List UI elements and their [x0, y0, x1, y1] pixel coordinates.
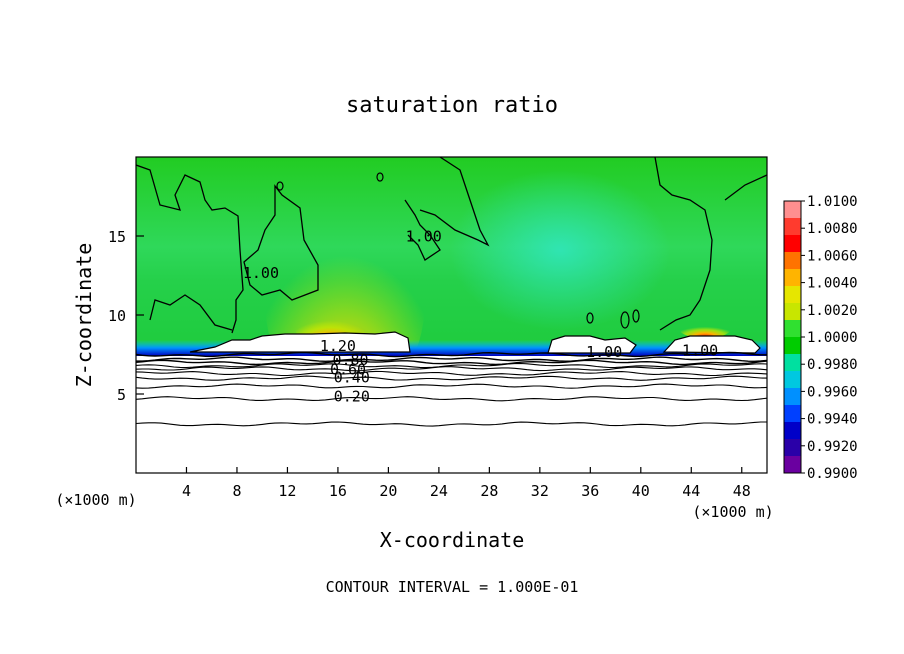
- colorbar-label: 1.0020: [807, 303, 858, 319]
- y-tick-label: 5: [117, 386, 126, 404]
- y-tick-label: 15: [108, 228, 126, 246]
- y-axis-label: Z-coordinate: [72, 243, 96, 388]
- x-tick-label: 40: [632, 482, 650, 500]
- contour-label: 0.20: [334, 387, 370, 405]
- contour-small-5: [632, 309, 640, 323]
- contour-line-5: [419, 157, 490, 247]
- x-axis-label: X-coordinate: [380, 528, 525, 552]
- contour-label: 0.60: [330, 360, 366, 378]
- colorbar-segment: [784, 388, 801, 406]
- contour-line-7: [724, 174, 767, 201]
- contour-level-line: [136, 362, 767, 369]
- y-axis: 5 10 15: [108, 228, 144, 404]
- y-tick-label: 10: [108, 307, 126, 325]
- colorbar-segment: [784, 201, 801, 219]
- colorbar-segment: [784, 320, 801, 338]
- contour-line-4: [404, 199, 441, 261]
- colorbar-label: 0.9940: [807, 412, 858, 428]
- contour-label: 1.00: [586, 343, 622, 361]
- contour-line-1: [136, 164, 244, 334]
- x-tick-label: 32: [531, 482, 549, 500]
- contour-small-3: [586, 312, 594, 324]
- contour-level-line: [136, 366, 767, 372]
- x-tick-label: 16: [329, 482, 347, 500]
- contour-small-4: [620, 311, 630, 329]
- contour-small-2: [376, 172, 384, 182]
- contour-level-line: [136, 351, 767, 358]
- colorbar-label: 1.0080: [807, 221, 858, 237]
- contour-label: 1.00: [243, 264, 279, 282]
- hot-spot-2: [680, 322, 730, 338]
- contour-small-1: [276, 181, 284, 191]
- colorbar-segment: [784, 286, 801, 304]
- colorbar-label: 1.0060: [807, 248, 858, 264]
- colorbar-label: 0.9960: [807, 384, 858, 400]
- contour-label: 0.40: [334, 368, 370, 386]
- colorbar-segment: [784, 405, 801, 423]
- x-tick-label: 12: [278, 482, 296, 500]
- colorbar-segment: [784, 303, 801, 321]
- colorbar-segment: [784, 422, 801, 440]
- colorbar-segment: [784, 337, 801, 355]
- contour-line-2: [243, 184, 319, 301]
- cloud-region-1: [189, 331, 411, 353]
- contour-level-line: [136, 370, 767, 377]
- x-tick-label: 44: [682, 482, 700, 500]
- colorbar: 1.0100 1.0080 1.0060 1.0040 1.0020 1.0000 0.99…: [783, 194, 858, 482]
- colorbar-label: 0.9920: [807, 439, 858, 455]
- x-tick-label: 20: [379, 482, 397, 500]
- contour-level-line: [136, 375, 767, 381]
- x-unit-left: (×1000 m): [55, 491, 136, 509]
- x-tick-label: 48: [733, 482, 751, 500]
- contour-label: 1.00: [406, 228, 442, 246]
- contour-interval-note: CONTOUR INTERVAL = 1.000E-01: [326, 578, 579, 596]
- colorbar-label: 1.0000: [807, 330, 858, 346]
- x-tick-label: 24: [430, 482, 448, 500]
- cyan-region: [450, 170, 670, 330]
- x-tick-label: 8: [232, 482, 241, 500]
- contour-labels: 1.00 1.00 1.200.800.600.400.20 1.00 1.00: [243, 228, 718, 406]
- colorbar-segment: [784, 269, 801, 287]
- colorbar-segment: [784, 456, 801, 474]
- x-tick-label: 4: [182, 482, 191, 500]
- colorbar-segment: [784, 235, 801, 253]
- colorbar-label: 1.0100: [807, 194, 858, 210]
- contour-level-line: [136, 356, 767, 363]
- x-axis: 4 8 12 16 20 24 28 32 36 40 44 48: [182, 467, 751, 500]
- colorbar-segment: [784, 439, 801, 457]
- colorbar-label: 0.9980: [807, 357, 858, 373]
- colorbar-segment: [784, 354, 801, 372]
- colorbar-segment: [784, 371, 801, 389]
- x-unit-right: (×1000 m): [692, 503, 773, 521]
- contour-level-line: [136, 383, 767, 389]
- contour-level-line: [136, 359, 767, 366]
- colorbar-segment: [784, 218, 801, 236]
- plot-area: 1.00 1.00 1.200.800.600.400.20 1.00 1.00: [136, 157, 767, 473]
- cloud-region-3: [662, 335, 761, 354]
- contour-label: 1.20: [320, 337, 356, 355]
- contour-label: 1.00: [682, 342, 718, 360]
- cloud-region-2: [547, 335, 637, 354]
- colorbar-label: 1.0040: [807, 276, 858, 292]
- contour-line-6: [654, 157, 713, 331]
- contour-line-3: [149, 294, 233, 331]
- x-tick-label: 28: [480, 482, 498, 500]
- colorbar-segment: [784, 252, 801, 270]
- contour-level-line: [136, 396, 767, 402]
- contour-label: 0.80: [332, 351, 368, 369]
- chart-title: saturation ratio: [346, 93, 558, 118]
- contour-level-line: [136, 421, 767, 427]
- stratified-contours: [136, 351, 767, 427]
- x-tick-label: 36: [581, 482, 599, 500]
- colorbar-label: 0.9900: [807, 466, 858, 482]
